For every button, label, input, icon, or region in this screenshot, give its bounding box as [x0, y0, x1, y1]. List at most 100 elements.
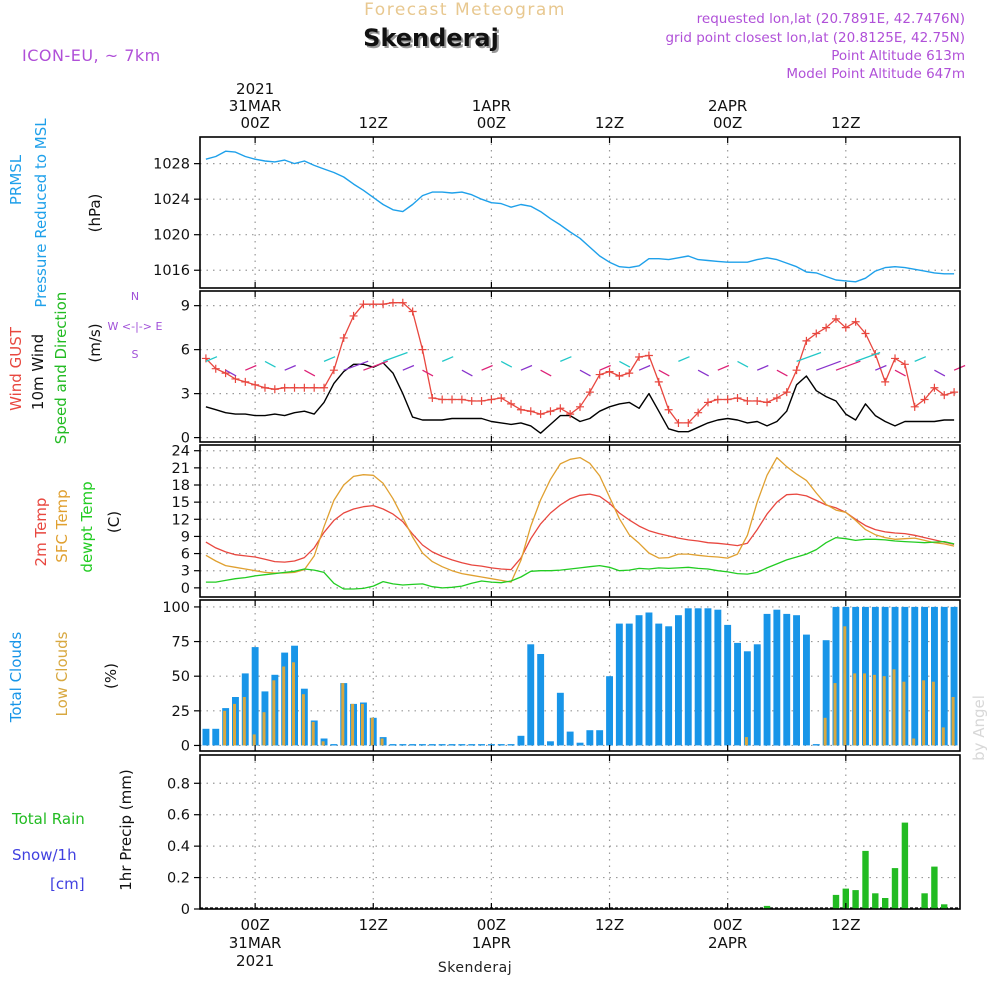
wind-gust-marker: [290, 383, 299, 392]
y-tick-label: 1016: [153, 263, 190, 279]
y-tick-label: 15: [172, 495, 190, 511]
wind-gust-marker: [605, 367, 614, 376]
low-cloud-bar: [892, 669, 896, 746]
wind-gust-marker: [300, 383, 309, 392]
total-cloud-bar: [645, 612, 653, 746]
total-cloud-bar: [822, 640, 830, 746]
wind-gust-marker: [910, 402, 919, 411]
top-time-label: 31MAR: [229, 97, 282, 115]
rain-bar: [872, 893, 879, 909]
point-altitude: Point Altitude 613m: [831, 48, 965, 64]
total-cloud-bar: [537, 654, 545, 746]
wind-gust-marker: [644, 351, 653, 360]
compass-south: S: [132, 348, 139, 361]
total-cloud-bar: [488, 744, 495, 746]
wind-gust-marker: [477, 396, 486, 405]
low-cloud-bar: [744, 737, 748, 746]
bottom-time-label: 12Z: [359, 916, 388, 934]
footer-location: Skenderaj: [438, 960, 512, 976]
precip-panel: 0 0.2 0.4 0.6 0.8: [167, 754, 961, 918]
total-cloud-bar: [330, 744, 338, 746]
wind-gust-marker: [231, 374, 240, 383]
wind-gust-marker: [723, 395, 732, 404]
wind-direction-arrow: [875, 364, 887, 371]
wind-gust-marker: [881, 377, 890, 386]
total-cloud-bar: [724, 624, 732, 746]
rain-bar: [921, 893, 928, 909]
y-tick-label: 3: [181, 387, 190, 403]
wind-gust-marker: [576, 402, 584, 411]
wind-gust-marker: [329, 366, 338, 375]
wind-gust-marker: [536, 410, 545, 419]
rain-bar: [862, 850, 869, 909]
low-cloud-bar: [262, 712, 266, 746]
total-cloud-bar: [793, 615, 800, 746]
gridpoint-coords: grid point closest lon,lat (20.8125E, 42…: [665, 30, 965, 46]
y-tick-label: 0: [181, 738, 190, 754]
y-tick-label: 0.8: [167, 776, 190, 792]
wind-gust-marker: [635, 352, 644, 361]
total-cloud-bar: [615, 623, 623, 746]
pressure-unit: (hPa): [86, 194, 104, 233]
total-cloud-bar: [832, 606, 840, 746]
rain-bar: [901, 822, 909, 909]
wind-direction-arrow: [402, 364, 415, 371]
low-cloud-bar: [872, 674, 876, 746]
wind-gust-marker: [270, 385, 279, 394]
panel-border: [199, 136, 961, 289]
total-cloud-bar: [507, 744, 515, 746]
panel-border: [199, 444, 961, 598]
location-title: Skenderaj: [363, 24, 499, 52]
wind-direction-arrow: [638, 364, 651, 371]
bottom-time-label: 2021: [236, 952, 274, 970]
total-cloud-bar: [655, 623, 663, 746]
y-tick-label: 0: [181, 431, 190, 447]
compass-west-east: W <-|-> E: [108, 320, 163, 333]
pressure-panel: 1016 1020 1024 1028: [153, 136, 961, 289]
wind-gust-marker: [359, 300, 368, 309]
total-cloud-bar: [881, 606, 889, 746]
y-tick-label: 0: [181, 581, 190, 597]
total-cloud-bar: [684, 608, 692, 746]
total-cloud-bar: [743, 651, 751, 746]
wind-direction-arrow: [323, 356, 336, 362]
pressure-label: PRMSL: [7, 154, 25, 205]
low-cloud-bar: [922, 680, 926, 746]
wind-gust-marker: [763, 398, 772, 407]
wind-gust-marker: [211, 364, 220, 373]
wind-gust-marker: [526, 407, 535, 416]
wind-speed-label: 10m Wind: [29, 334, 47, 410]
top-time-label: 00Z: [713, 114, 742, 132]
wind-direction-arrow: [560, 356, 572, 362]
wind-unit: (m/s): [86, 323, 104, 362]
panel-border: [199, 754, 961, 910]
wind-gust-marker: [349, 311, 358, 320]
rain-bar: [882, 898, 889, 909]
snow-unit: [cm]: [50, 875, 85, 893]
top-time-label: 12Z: [595, 114, 624, 132]
total-cloud-bar: [625, 623, 633, 746]
low-cloud-bar: [252, 734, 256, 746]
y-tick-label: 1020: [153, 228, 190, 244]
low-cloud-bar: [902, 681, 906, 746]
wind-gust-marker: [467, 396, 476, 405]
total-cloud-bar: [901, 606, 909, 746]
bottom-time-label: 12Z: [831, 916, 860, 934]
wind-direction-arrow: [776, 369, 788, 377]
top-time-label: 2021: [236, 80, 274, 98]
wind-gust-marker: [812, 329, 821, 338]
bottom-time-label: 31MAR: [229, 934, 282, 952]
y-tick-label: 3: [181, 564, 190, 580]
wind-gust-marker: [438, 395, 447, 404]
credit-watermark: by Angel: [970, 695, 988, 761]
wind-gust-marker: [556, 404, 565, 413]
total-cloud-bar: [586, 730, 594, 746]
total-cloud-bar: [556, 692, 564, 746]
y-tick-label: 0.6: [167, 808, 190, 824]
wind-gust-marker: [841, 323, 850, 332]
wind-gust-marker: [388, 298, 397, 307]
wind-direction-arrow: [835, 360, 861, 371]
low-cloud-bar: [311, 721, 315, 746]
panel-border: [199, 599, 961, 752]
